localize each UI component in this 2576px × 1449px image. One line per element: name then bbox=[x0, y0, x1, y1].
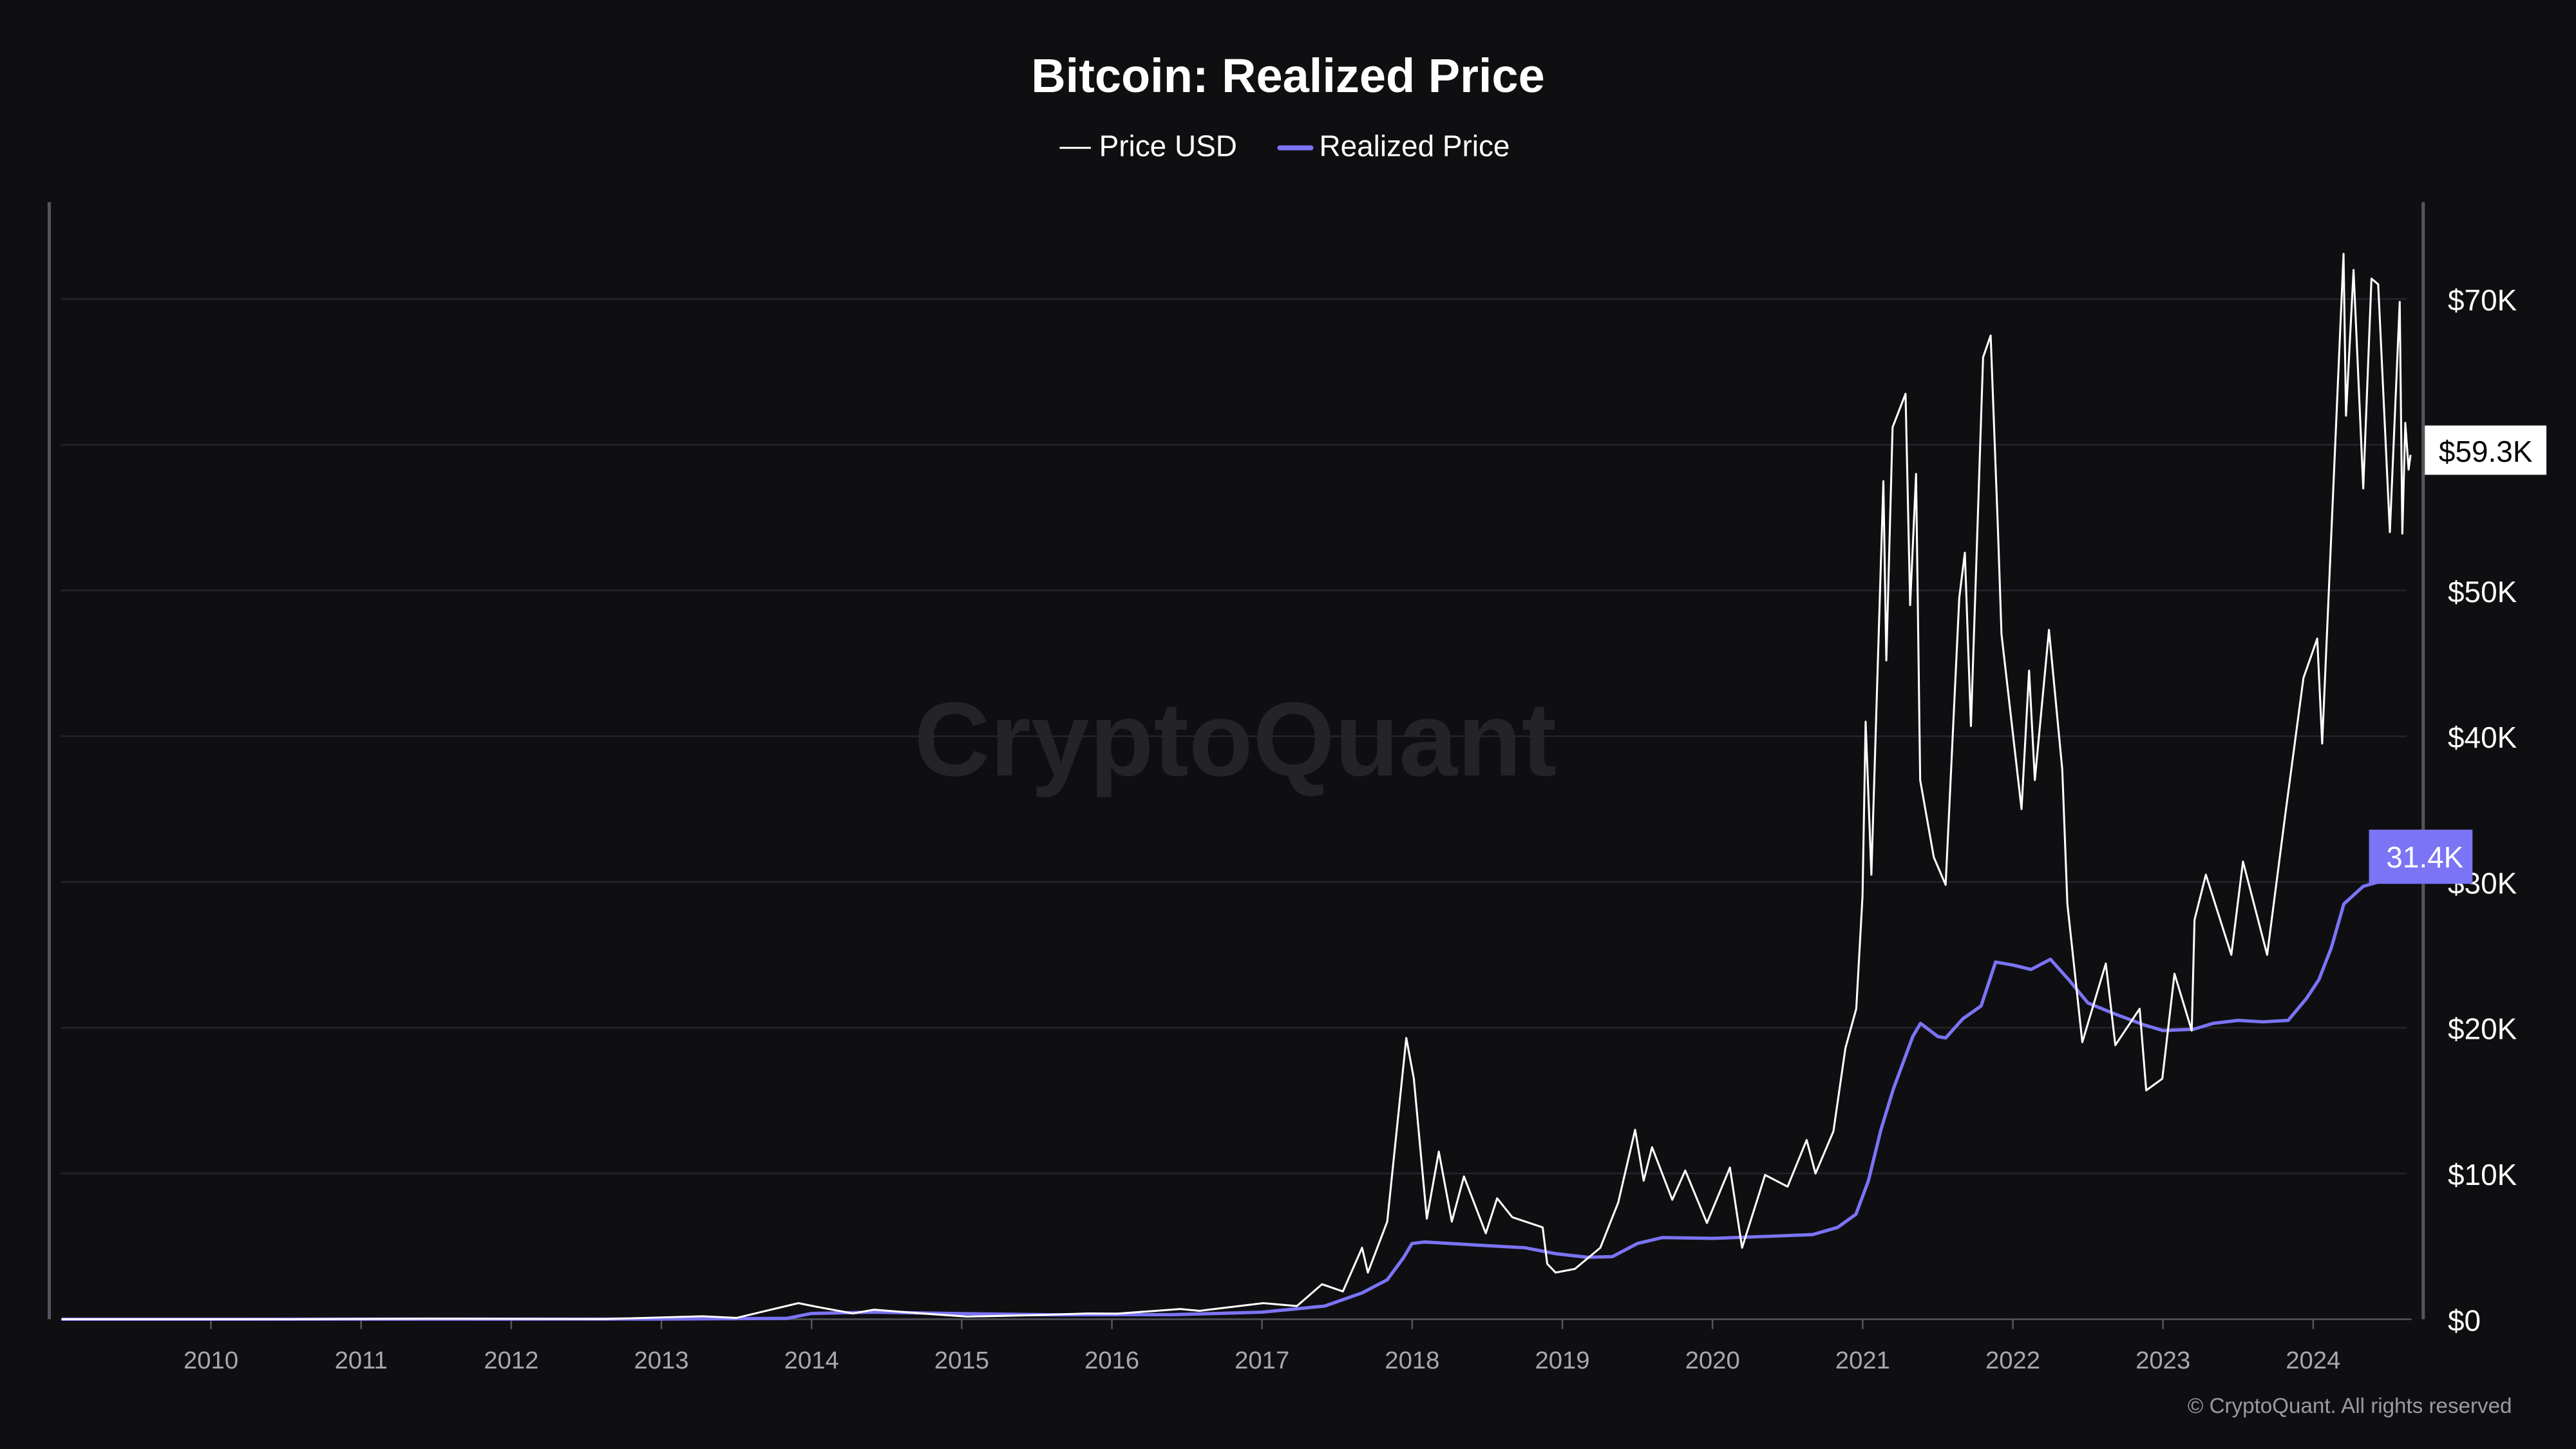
x-tick-label: 2024 bbox=[2286, 1347, 2340, 1374]
y-tick-label: $70K bbox=[2448, 283, 2517, 317]
chart-title: Bitcoin: Realized Price bbox=[1031, 49, 1544, 102]
x-tick-label: 2016 bbox=[1084, 1347, 1139, 1374]
series-line-price-usd bbox=[61, 252, 2412, 1320]
y-axis-ticks: $0$10K$20K$30K$40K$50K$70K bbox=[2448, 283, 2517, 1337]
y-tick-label: $0 bbox=[2448, 1303, 2481, 1337]
x-tick-label: 2023 bbox=[2136, 1347, 2190, 1374]
legend: Price USD Realized Price bbox=[1059, 129, 1510, 162]
y-tick-label: $20K bbox=[2448, 1012, 2517, 1046]
legend-label-price: Price USD bbox=[1099, 129, 1237, 162]
x-tick-label: 2017 bbox=[1235, 1347, 1289, 1374]
x-tick-label: 2014 bbox=[784, 1347, 839, 1374]
legend-item-realized[interactable]: Realized Price bbox=[1277, 129, 1510, 162]
last-value-realized-box bbox=[2369, 829, 2473, 884]
x-tick-label: 2015 bbox=[934, 1347, 989, 1374]
watermark: CryptoQuant bbox=[914, 680, 1557, 798]
last-value-price: $59.3K bbox=[2425, 425, 2547, 475]
legend-item-price[interactable]: Price USD bbox=[1059, 129, 1237, 162]
legend-label-realized: Realized Price bbox=[1319, 129, 1510, 162]
x-tick-label: 2019 bbox=[1535, 1347, 1589, 1374]
x-tick-label: 2010 bbox=[184, 1347, 238, 1374]
y-tick-label: $40K bbox=[2448, 721, 2517, 754]
last-value-price-box bbox=[2425, 425, 2547, 475]
x-tick-label: 2020 bbox=[1685, 1347, 1740, 1374]
series-line-realized-price bbox=[61, 860, 2412, 1321]
last-value-price-label: $59.3K bbox=[2439, 435, 2533, 468]
x-tick-label: 2011 bbox=[335, 1347, 388, 1374]
copyright-footer: © CryptoQuant. All rights reserved bbox=[2188, 1394, 2512, 1418]
x-tick-label: 2018 bbox=[1385, 1347, 1439, 1374]
x-tick-label: 2013 bbox=[634, 1347, 688, 1374]
x-tick-label: 2012 bbox=[484, 1347, 538, 1374]
x-axis-ticks: 2010 2011 2012 2013 2014 2015 2016 2017 2018 2019… bbox=[184, 1319, 2340, 1374]
x-tick-label: 2021 bbox=[1835, 1347, 1890, 1374]
y-tick-label: $50K bbox=[2448, 575, 2517, 609]
last-value-realized-label: 31.4K bbox=[2386, 840, 2463, 874]
last-value-realized: 31.4K bbox=[2369, 829, 2473, 884]
x-tick-label: 2022 bbox=[1985, 1347, 2040, 1374]
gridlines bbox=[61, 298, 2407, 1175]
y-tick-label: $10K bbox=[2448, 1158, 2517, 1191]
